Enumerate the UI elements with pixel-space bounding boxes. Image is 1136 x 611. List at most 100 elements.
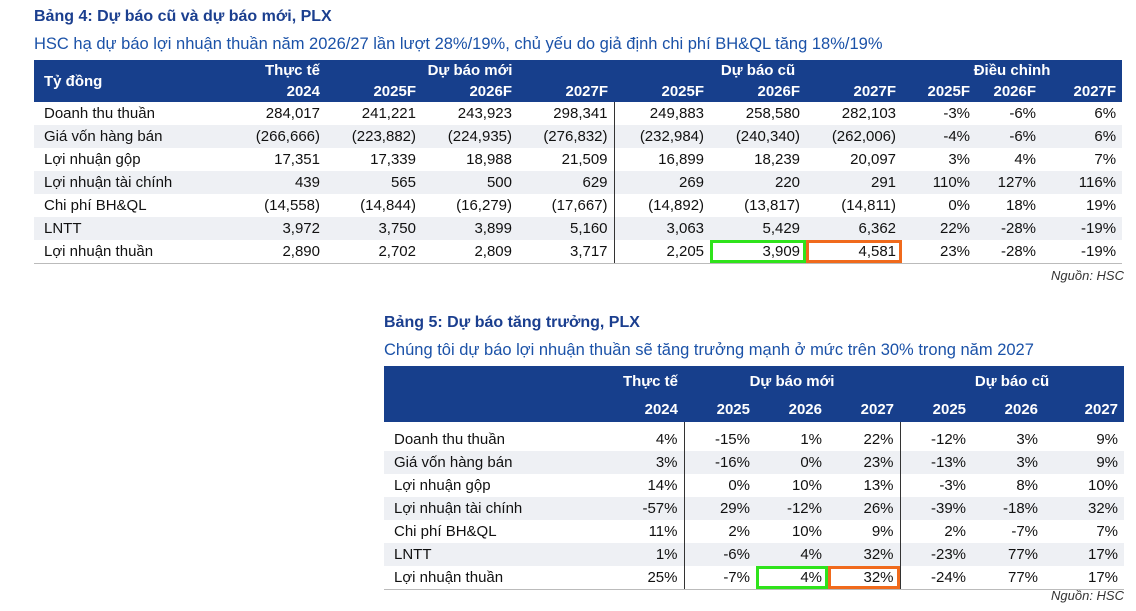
table-cell: -7% — [972, 520, 1045, 543]
table-cell: 243,923 — [422, 102, 518, 125]
row-label: Giá vốn hàng bán — [384, 451, 604, 474]
year-header: 2025F — [326, 81, 422, 102]
table-cell: 17% — [1044, 543, 1125, 566]
row-label: Doanh thu thuần — [34, 102, 230, 125]
table4-source: Nguồn: HSC — [1051, 268, 1124, 283]
table-cell: (232,984) — [613, 125, 711, 148]
table-cell: (13,817) — [710, 194, 807, 217]
table-cell: 9% — [1044, 422, 1125, 451]
table-cell: -6% — [976, 125, 1043, 148]
table-cell: 5,429 — [710, 217, 807, 240]
table-cell: 2,809 — [422, 240, 518, 264]
table-cell: (14,558) — [230, 194, 326, 217]
row-label: Lợi nhuận tài chính — [384, 497, 604, 520]
table-cell: 26% — [828, 497, 901, 520]
table-cell: 0% — [902, 194, 977, 217]
table-cell: 3,750 — [326, 217, 422, 240]
table-cell: (14,892) — [613, 194, 711, 217]
table-cell: 439 — [230, 171, 326, 194]
year-header: 2025F — [902, 81, 977, 102]
table-cell: 17% — [1044, 566, 1125, 590]
table-cell: -4% — [902, 125, 977, 148]
table-cell: 127% — [976, 171, 1043, 194]
table-cell: 9% — [1044, 451, 1125, 474]
actual-header-line2: 2024 — [604, 396, 684, 422]
table-cell: -24% — [899, 566, 973, 590]
table-cell: (266,666) — [230, 125, 326, 148]
table-cell: -6% — [976, 102, 1043, 125]
table-cell: -16% — [683, 451, 756, 474]
table-cell: 291 — [806, 171, 903, 194]
table-cell: -3% — [902, 102, 977, 125]
table-cell: 10% — [1044, 474, 1125, 497]
highlight-new-2027-growth: 32% — [828, 566, 901, 590]
actual-header-line1: Thực tế — [604, 366, 684, 396]
table-cell: 1% — [604, 543, 684, 566]
table5-source: Nguồn: HSC — [1051, 588, 1124, 603]
table-cell: 2,702 — [326, 240, 422, 264]
table-cell: 32% — [828, 543, 901, 566]
table-cell: 77% — [972, 566, 1045, 590]
table-cell: 6,362 — [806, 217, 903, 240]
table-cell: 18% — [976, 194, 1043, 217]
table-cell: 7% — [1044, 520, 1125, 543]
table-cell: 284,017 — [230, 102, 326, 125]
row-label: Doanh thu thuần — [384, 422, 604, 451]
table-cell: -18% — [972, 497, 1045, 520]
table-cell: 14% — [604, 474, 684, 497]
year-header: 2026 — [756, 396, 828, 422]
table-cell: (17,667) — [518, 194, 615, 217]
table-cell: -28% — [976, 240, 1043, 264]
table-cell: 18,239 — [710, 148, 807, 171]
table-cell: 298,341 — [518, 102, 615, 125]
table-cell: 2% — [683, 520, 756, 543]
table-cell: 13% — [828, 474, 901, 497]
table-cell: 16,899 — [613, 148, 711, 171]
table-cell: 6% — [1042, 125, 1123, 148]
table-cell: 500 — [422, 171, 518, 194]
table5-growth-forecast: Thực tế Dự báo mới Dự báo cũ 2024 2025 2… — [384, 366, 1125, 590]
table4-subtitle: HSC hạ dự báo lợi nhuận thuần năm 2026/2… — [34, 35, 883, 53]
table-cell: 4% — [976, 148, 1043, 171]
row-label: Lợi nhuận thuần — [34, 240, 230, 264]
table-cell: 269 — [613, 171, 711, 194]
table-cell: -7% — [683, 566, 756, 590]
table-cell: 9% — [828, 520, 901, 543]
table-row: Giá vốn hàng bán (266,666) (223,882) (224,9… — [34, 125, 1123, 148]
table-row: Lợi nhuận thuần 2,890 2,702 2,809 3,717 2,205… — [34, 240, 1123, 264]
table-cell: 3,063 — [613, 217, 711, 240]
year-header: 2026F — [422, 81, 518, 102]
table-cell: 10% — [756, 474, 828, 497]
table-row: Lợi nhuận tài chính 439 565 500 629 269 220 291… — [34, 171, 1123, 194]
table-row: Doanh thu thuần 4% -15% 1% 22% -12% 3% 9% — [384, 422, 1125, 451]
table-cell: -39% — [899, 497, 973, 520]
table-cell: 3,899 — [422, 217, 518, 240]
adjustment-header: Điều chỉnh — [902, 60, 1123, 81]
year-header: 2025 — [900, 396, 973, 422]
year-header: 2027 — [828, 396, 901, 422]
actual-header-line1: Thực tế — [230, 60, 326, 81]
table-cell: 241,221 — [326, 102, 422, 125]
table-cell: -57% — [604, 497, 684, 520]
table-cell: 3% — [902, 148, 977, 171]
table-row: LNTT 3,972 3,750 3,899 5,160 3,063 5,429 6,362 2… — [34, 217, 1123, 240]
year-header: 2026F — [976, 81, 1043, 102]
table-cell: (16,279) — [422, 194, 518, 217]
old-forecast-header: Dự báo cũ — [900, 366, 1125, 396]
table-cell: 6% — [1042, 102, 1123, 125]
table-cell: 2,890 — [230, 240, 326, 264]
table-cell: 10% — [756, 520, 828, 543]
table-row: Chi phí BH&QL (14,558) (14,844) (16,279) (17… — [34, 194, 1123, 217]
table-cell: -6% — [683, 543, 756, 566]
table-cell: 5,160 — [518, 217, 615, 240]
year-header: 2026F — [710, 81, 807, 102]
table-row: Lợi nhuận gộp 17,351 17,339 18,988 21,509 16,… — [34, 148, 1123, 171]
table-cell: 249,883 — [613, 102, 711, 125]
label-header-blank — [384, 366, 604, 422]
table-cell: 2% — [899, 520, 973, 543]
table-cell: -3% — [899, 474, 973, 497]
table-cell: 20,097 — [806, 148, 903, 171]
table-cell: -19% — [1042, 217, 1123, 240]
year-header: 2027F — [1042, 81, 1123, 102]
table-cell: 2,205 — [613, 240, 711, 264]
